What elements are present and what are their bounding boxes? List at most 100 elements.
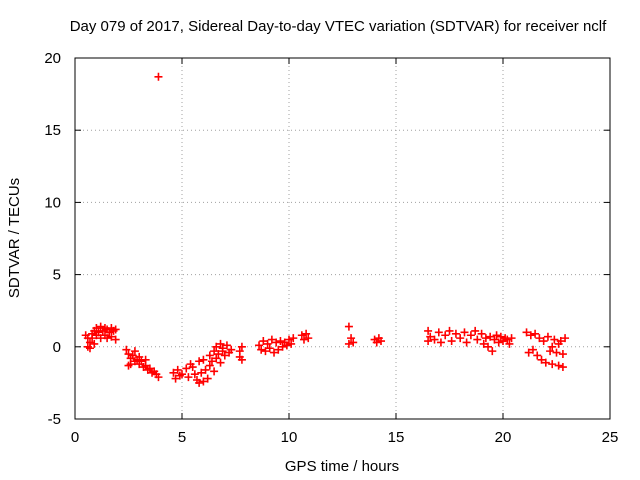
data-point — [289, 334, 298, 343]
data-point — [481, 334, 490, 343]
data-point — [543, 332, 552, 341]
data-point — [96, 322, 105, 331]
data-point — [128, 351, 137, 360]
data-point — [466, 331, 475, 340]
data-point — [522, 328, 531, 337]
data-point — [548, 360, 557, 369]
data-point — [111, 325, 120, 334]
data-point — [430, 335, 439, 344]
data-point — [126, 360, 135, 369]
data-point — [473, 335, 482, 344]
data-point — [210, 367, 219, 376]
data-point — [135, 352, 144, 361]
data-point — [154, 373, 163, 382]
data-point — [424, 326, 433, 335]
data-point — [539, 337, 548, 346]
data-point — [270, 348, 279, 357]
data-point — [304, 334, 313, 343]
data-point — [447, 337, 456, 346]
data-point — [257, 345, 266, 354]
data-point — [265, 344, 274, 353]
data-point — [503, 335, 512, 344]
axis-ticks: 0 5 10 15 20 25 -5 0 5 10 15 20 — [44, 50, 618, 446]
y-tick-label: 5 — [53, 267, 61, 284]
data-point — [451, 329, 460, 338]
data-point — [205, 361, 214, 370]
data-point — [282, 341, 291, 350]
data-point — [558, 363, 567, 372]
data-point — [105, 328, 114, 337]
data-point — [267, 335, 276, 344]
data-point — [484, 342, 493, 351]
x-tick-label: 10 — [281, 429, 298, 446]
data-point — [237, 355, 246, 364]
data-point — [197, 368, 206, 377]
data-point — [496, 332, 505, 341]
data-point — [548, 342, 557, 351]
data-point — [272, 338, 281, 347]
x-tick-label: 0 — [71, 429, 79, 446]
data-point — [216, 358, 225, 367]
data-point — [92, 324, 101, 333]
data-point — [477, 329, 486, 338]
data-point — [124, 350, 133, 359]
data-point — [212, 354, 221, 363]
data-point — [488, 347, 497, 356]
data-point — [218, 344, 227, 353]
y-tick-label: -5 — [48, 411, 61, 428]
data-point — [222, 341, 231, 350]
data-point — [278, 342, 287, 351]
data-point — [94, 328, 103, 337]
data-point — [182, 364, 191, 373]
data-point — [259, 337, 268, 346]
data-point — [227, 345, 236, 354]
x-tick-label: 25 — [602, 429, 619, 446]
data-point — [103, 334, 112, 343]
data-point — [492, 331, 501, 340]
data-point — [524, 348, 533, 357]
data-point — [274, 345, 283, 354]
data-point — [424, 337, 433, 346]
data-point — [531, 329, 540, 338]
data-point — [178, 370, 186, 379]
data-point — [528, 345, 537, 354]
data-point — [184, 373, 193, 382]
data-point — [207, 357, 216, 366]
data-point — [471, 326, 480, 335]
data-point — [145, 364, 154, 373]
data-point — [141, 355, 150, 364]
data-point — [199, 377, 208, 386]
data-point — [299, 335, 308, 344]
plot-frame — [74, 57, 611, 420]
x-axis-label: GPS time / hours — [285, 458, 399, 475]
data-point — [462, 338, 471, 347]
x-tick-label: 15 — [388, 429, 405, 446]
data-point — [554, 361, 563, 370]
data-point — [85, 344, 94, 353]
data-point — [287, 339, 296, 348]
data-point — [210, 347, 219, 356]
data-point — [526, 331, 535, 340]
data-point — [216, 339, 225, 348]
data-point — [552, 348, 561, 357]
data-point — [276, 337, 285, 346]
data-point — [261, 347, 270, 356]
data-point — [199, 355, 208, 364]
y-tick-label: 0 — [53, 339, 61, 356]
data-point — [456, 334, 465, 343]
data-point — [169, 368, 178, 377]
data-point — [205, 351, 214, 360]
data-point — [302, 329, 311, 338]
data-point — [212, 342, 221, 351]
data-point — [255, 341, 264, 350]
data-point — [220, 351, 229, 360]
data-point — [347, 334, 356, 343]
data-point — [195, 378, 204, 387]
y-tick-label: 10 — [44, 194, 61, 211]
data-point — [434, 328, 443, 337]
data-point — [90, 339, 99, 348]
data-point — [436, 338, 445, 347]
data-point — [297, 331, 306, 340]
data-point — [479, 339, 488, 348]
